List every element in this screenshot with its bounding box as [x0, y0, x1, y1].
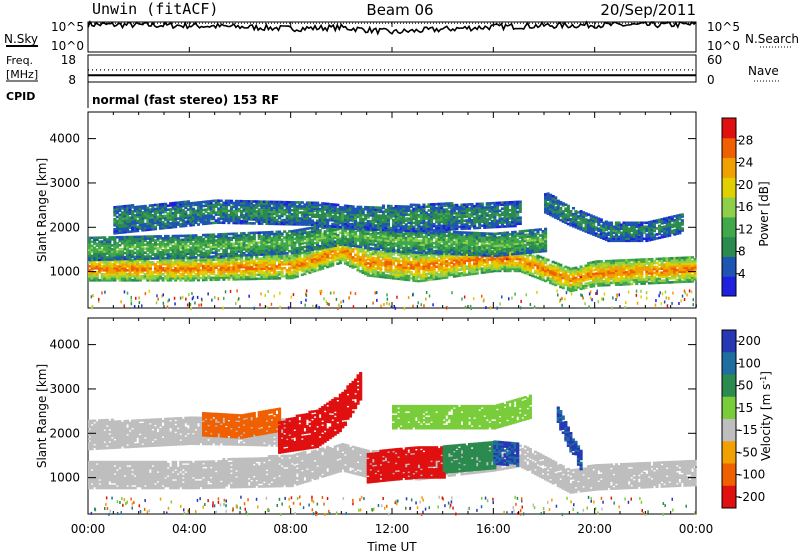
echo-band-5	[442, 440, 497, 474]
frequency-plot	[88, 69, 696, 77]
echo-band-7	[392, 394, 532, 430]
velocity-colorbar-swatch	[722, 485, 736, 509]
noise-right-tick-top: 10^5	[707, 20, 740, 34]
velocity-colorbar-tick: -15	[738, 423, 758, 437]
noise-left-tick-bottom: 10^0	[51, 39, 84, 53]
velocity-colorbar-label: Velocity [m s-1]	[759, 371, 774, 461]
velocity-colorbar: 200 100 50 15 -15 -50 -100 -200	[721, 329, 765, 509]
echo-band-0	[88, 238, 697, 293]
power-colorbar-label: Power [dB]	[757, 181, 771, 246]
noise-right-label: N.Search	[745, 32, 799, 46]
velocity-colorbar-swatch	[722, 352, 736, 375]
echo-band-4	[366, 446, 446, 484]
power-ytick-label: 4000	[49, 132, 80, 146]
power-colorbar-swatch	[722, 256, 736, 277]
freq-label-top: Freq.	[6, 54, 33, 67]
cpid-label: CPID	[6, 90, 35, 103]
velocity-colorbar-swatch	[722, 441, 736, 464]
power-ytick-label: 2000	[49, 220, 80, 234]
power-colorbar-swatch	[722, 197, 736, 218]
velocity-colorbar-tick: 15	[738, 401, 753, 415]
xaxis-tick-label: 00:00	[71, 522, 106, 536]
noise-speckle	[90, 495, 696, 517]
freq-tick-bottom: 8	[68, 73, 76, 87]
station-title: Unwin (fitACF)	[92, 0, 218, 18]
echo-band-8	[556, 406, 583, 471]
velocity-ytick-label: 2000	[49, 426, 80, 440]
xaxis-tick-label: 16:00	[476, 522, 511, 536]
velocity-colorbar-tick: -50	[738, 445, 758, 459]
velocity-colorbar-tick: 200	[738, 334, 761, 348]
echo-band-2	[113, 199, 522, 235]
xaxis-tick-label: 20:00	[577, 522, 612, 536]
velocity-colorbar-tick: 50	[738, 379, 753, 393]
power-colorbar-tick: 4	[738, 267, 746, 281]
freq-tick-top: 18	[61, 53, 76, 67]
echo-band-1	[88, 221, 548, 262]
freq-label-bottom: [MHz]	[6, 68, 38, 81]
power-colorbar-swatch	[722, 276, 736, 297]
power-colorbar-swatch	[722, 118, 736, 139]
power-heatmap	[88, 192, 697, 311]
date-title: 20/Sep/2011	[600, 1, 696, 19]
velocity-colorbar-tick: -200	[738, 490, 765, 504]
time-axis: 00:00 04:00 08:00 12:00 16:00 20:00 00:00	[71, 22, 714, 536]
velocity-colorbar-swatch	[722, 396, 736, 420]
nave-tick-bottom: 0	[707, 73, 715, 87]
power-yticks: 1000 2000 3000 4000	[49, 132, 696, 279]
velocity-ytick-label: 1000	[49, 471, 80, 485]
xaxis-tick-label: 04:00	[172, 522, 207, 536]
xaxis-tick-label: 08:00	[273, 522, 308, 536]
power-colorbar-tick: 24	[738, 156, 753, 170]
xaxis-tick-label: 12:00	[375, 522, 410, 536]
velocity-colorbar-tick: 100	[738, 356, 761, 370]
nave-tick-top: 60	[707, 53, 722, 67]
power-colorbar-swatch	[722, 157, 736, 178]
power-colorbar-swatch	[722, 216, 736, 238]
cpid-text: normal (fast stereo) 153 RF	[92, 93, 279, 107]
power-colorbar-tick: 8	[738, 245, 746, 259]
noise-speckle	[90, 289, 697, 311]
nave-label: Nave	[748, 64, 779, 78]
power-colorbar-tick: 12	[738, 222, 753, 236]
echo-band-3	[544, 192, 684, 243]
power-ytick-label: 3000	[49, 176, 80, 190]
velocity-colorbar-swatch	[722, 419, 736, 442]
noise-left-tick-top: 10^5	[51, 20, 84, 34]
power-ylabel: Slant Range [km]	[35, 158, 49, 262]
velocity-ytick-label: 3000	[49, 382, 80, 396]
xaxis-tick-label: 00:00	[679, 522, 714, 536]
power-colorbar-tick: 28	[738, 133, 753, 147]
xaxis-label: Time UT	[366, 540, 417, 554]
power-colorbar-tick: 20	[738, 178, 753, 192]
velocity-colorbar-swatch	[722, 330, 736, 353]
velocity-yticks: 1000 2000 3000 4000	[49, 338, 696, 485]
velocity-colorbar-tick: -100	[738, 468, 765, 482]
power-colorbar-swatch	[722, 137, 736, 159]
frequency-panel-frame	[87, 54, 697, 83]
power-colorbar-swatch	[722, 236, 736, 257]
velocity-ylabel: Slant Range [km]	[35, 364, 49, 468]
noise-left-label: N.Sky	[4, 32, 38, 46]
power-ytick-label: 1000	[49, 265, 80, 279]
beam-title: Beam 06	[366, 1, 433, 19]
noise-right-tick-bottom: 10^0	[707, 39, 740, 53]
velocity-colorbar-swatch	[722, 463, 736, 487]
velocity-colorbar-swatch	[722, 374, 736, 398]
power-colorbar: 4 8 12 16 20 24 28	[721, 117, 753, 297]
echo-band-6	[493, 440, 520, 467]
echo-band-3	[278, 372, 363, 454]
power-colorbar-swatch	[722, 177, 736, 198]
echo-band-2	[202, 407, 282, 439]
power-colorbar-tick: 16	[738, 200, 753, 214]
velocity-heatmap	[88, 372, 697, 517]
velocity-ytick-label: 4000	[49, 338, 80, 352]
